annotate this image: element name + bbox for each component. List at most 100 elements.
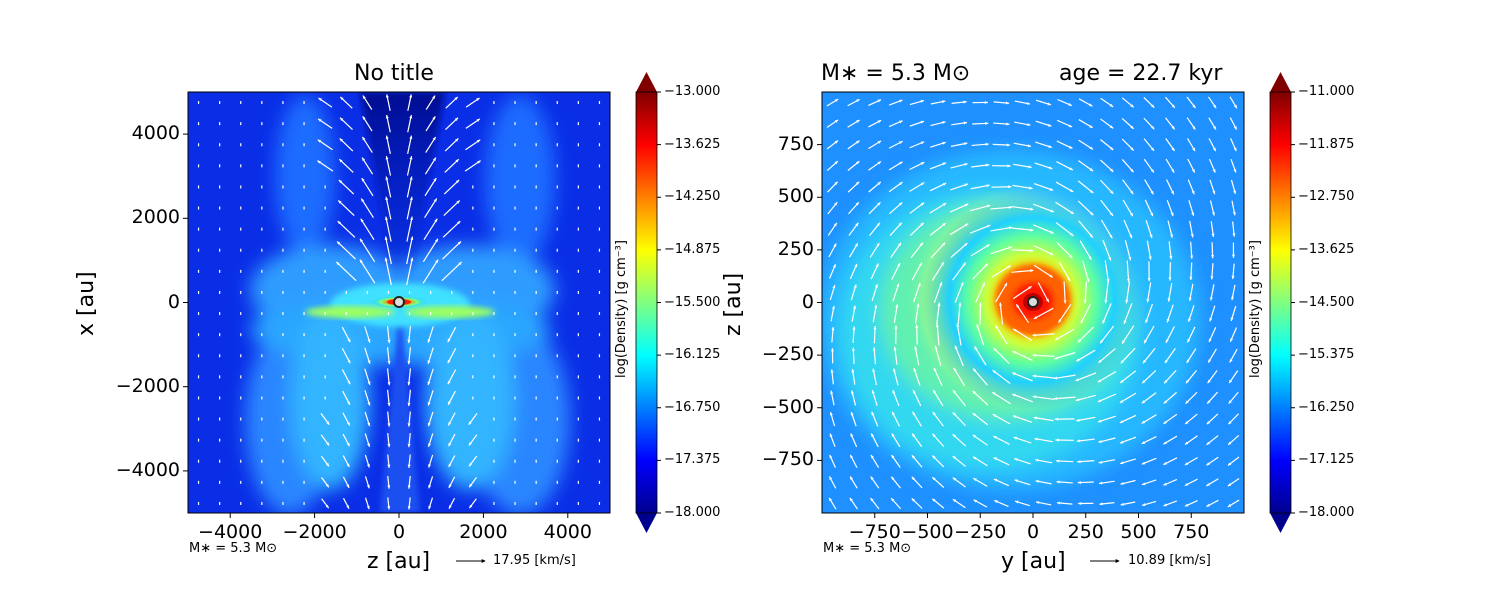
velocity-arrow-head <box>219 185 221 187</box>
velocity-arrow-head <box>598 461 600 463</box>
velocity-arrow-head <box>387 382 391 386</box>
velocity-arrow-head <box>409 290 411 292</box>
velocity-arrow <box>1055 201 1075 215</box>
velocity-arrow-head <box>577 206 579 208</box>
velocity-arrow-head <box>219 314 221 316</box>
velocity-arrow-head <box>493 419 495 421</box>
velocity-arrow-head <box>556 101 558 102</box>
velocity-arrow-head <box>942 162 947 166</box>
velocity-arrow-head <box>493 290 495 292</box>
velocity-arrow-head <box>870 454 874 459</box>
velocity-arrow-head <box>920 222 924 226</box>
velocity-arrow-head <box>1069 254 1073 259</box>
velocity-arrow-head <box>407 382 411 386</box>
velocity-arrow-head <box>1016 304 1020 308</box>
velocity-arrow-head <box>953 367 957 372</box>
velocity-arrow-head <box>385 115 389 119</box>
velocity-arrow-head <box>598 356 600 358</box>
velocity-arrow-head <box>476 118 480 122</box>
velocity-arrow-head <box>514 398 516 400</box>
velocity-arrow <box>422 238 439 263</box>
velocity-arrow-head <box>1054 356 1058 360</box>
velocity-arrow-head <box>240 143 242 145</box>
velocity-arrow-head <box>493 206 495 208</box>
velocity-arrow-head <box>339 117 344 121</box>
velocity-arrow-head <box>1069 188 1074 192</box>
velocity-arrow-head <box>472 206 474 208</box>
velocity-arrow-head <box>514 419 516 421</box>
velocity-arrow-head <box>992 370 996 374</box>
velocity-arrow-head <box>953 390 957 394</box>
velocity-arrow-head <box>407 464 411 468</box>
velocity-arrow-head <box>1163 503 1167 507</box>
velocity-arrow-head <box>432 116 436 120</box>
velocity-arrow-head <box>831 305 835 310</box>
velocity-arrow-head <box>1027 123 1031 127</box>
velocity-arrow <box>1032 333 1055 336</box>
y-tick-label: −2000 <box>115 374 180 397</box>
velocity-arrow-head <box>1208 338 1212 343</box>
velocity-arrow-head <box>1005 101 1010 105</box>
velocity-arrow-head <box>932 455 936 459</box>
velocity-arrow-head <box>240 419 242 421</box>
velocity-arrow-head <box>937 302 941 306</box>
velocity-arrow-head <box>410 257 414 262</box>
velocity-arrow-head <box>1227 503 1232 507</box>
velocity-arrow-head <box>324 398 326 400</box>
velocity-arrow <box>970 184 990 190</box>
velocity-arrow <box>1053 396 1076 400</box>
velocity-arrow <box>1012 184 1033 190</box>
velocity-arrow-head <box>1170 234 1173 238</box>
velocity-arrow-head <box>219 227 221 229</box>
velocity-arrow-head <box>493 482 495 484</box>
velocity-arrow-head <box>428 484 432 489</box>
right-colorbar <box>1269 72 1292 533</box>
velocity-arrow <box>1104 260 1110 283</box>
velocity-arrow-head <box>854 263 858 268</box>
velocity-arrow <box>335 261 357 282</box>
velocity-arrow-head <box>198 419 200 421</box>
velocity-arrow-head <box>240 164 242 166</box>
velocity-arrow-head <box>1032 333 1036 337</box>
velocity-arrow-head <box>932 433 936 438</box>
velocity-arrow-head <box>1080 319 1084 324</box>
velocity-arrow-head <box>240 356 242 358</box>
velocity-arrow <box>990 226 1013 232</box>
velocity-arrow-head <box>535 164 537 166</box>
velocity-arrow-head <box>1227 462 1232 466</box>
velocity-arrow-head <box>457 241 462 245</box>
velocity-arrow-head <box>932 498 936 502</box>
velocity-arrow-head <box>1097 399 1102 403</box>
velocity-arrow-head <box>1109 125 1114 129</box>
velocity-arrow <box>422 259 439 284</box>
velocity-arrow-head <box>219 164 221 166</box>
velocity-arrow-head <box>556 143 558 145</box>
velocity-arrow-head <box>240 482 242 484</box>
velocity-arrow-head <box>432 136 436 141</box>
velocity-arrow-head <box>282 482 284 484</box>
velocity-arrow-head <box>447 380 451 385</box>
velocity-arrow-head <box>361 198 365 202</box>
velocity-arrow-head <box>336 261 340 266</box>
velocity-arrow-head <box>198 461 200 463</box>
velocity-arrow-head <box>514 143 516 145</box>
velocity-arrow-head <box>942 203 947 207</box>
velocity-arrow-head <box>472 314 474 316</box>
velocity-arrow-head <box>898 202 903 206</box>
velocity-arrow-head <box>1149 234 1153 239</box>
velocity-arrow <box>1033 224 1054 234</box>
colorbar-tick-label: −17.375 <box>664 452 721 468</box>
velocity-arrow-head <box>1056 480 1060 484</box>
velocity-arrow-head <box>325 504 329 509</box>
velocity-arrow-head <box>198 398 200 400</box>
velocity-arrow-head <box>917 282 921 287</box>
velocity-arrow-head <box>1012 393 1016 397</box>
velocity-arrow-head <box>598 248 600 250</box>
velocity-arrow-head <box>577 269 579 271</box>
velocity-arrow <box>950 242 968 258</box>
velocity-arrow-head <box>1013 436 1018 440</box>
velocity-arrow-head <box>914 346 918 350</box>
velocity-arrow-head <box>912 411 916 416</box>
velocity-arrow-head <box>367 422 371 427</box>
velocity-arrow-head <box>834 99 839 103</box>
